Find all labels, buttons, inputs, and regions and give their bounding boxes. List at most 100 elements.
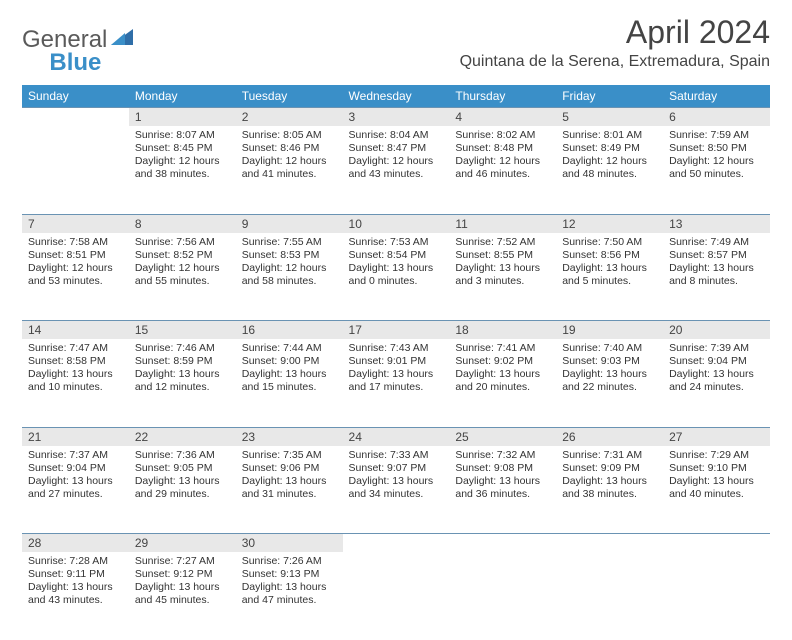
day-number-cell: 15 bbox=[129, 321, 236, 340]
day-content-cell: Sunrise: 7:43 AMSunset: 9:01 PMDaylight:… bbox=[343, 339, 450, 427]
sunset-text: Sunset: 8:53 PM bbox=[242, 249, 337, 262]
daylight-text-2: and 29 minutes. bbox=[135, 488, 230, 501]
day-number-cell: 27 bbox=[663, 427, 770, 446]
sunrise-text: Sunrise: 8:02 AM bbox=[455, 129, 550, 142]
sunrise-text: Sunrise: 7:50 AM bbox=[562, 236, 657, 249]
sunset-text: Sunset: 8:52 PM bbox=[135, 249, 230, 262]
daylight-text-1: Daylight: 13 hours bbox=[349, 368, 444, 381]
day-number-cell: 28 bbox=[22, 534, 129, 553]
day-content-cell bbox=[449, 552, 556, 640]
day-number-cell: 17 bbox=[343, 321, 450, 340]
sunset-text: Sunset: 8:50 PM bbox=[669, 142, 764, 155]
sunrise-text: Sunrise: 7:58 AM bbox=[28, 236, 123, 249]
day-content-cell: Sunrise: 7:40 AMSunset: 9:03 PMDaylight:… bbox=[556, 339, 663, 427]
sunrise-text: Sunrise: 7:40 AM bbox=[562, 342, 657, 355]
daylight-text-2: and 22 minutes. bbox=[562, 381, 657, 394]
day-content-row: Sunrise: 8:07 AMSunset: 8:45 PMDaylight:… bbox=[22, 126, 770, 214]
daylight-text-1: Daylight: 13 hours bbox=[242, 475, 337, 488]
sunrise-text: Sunrise: 7:47 AM bbox=[28, 342, 123, 355]
sunset-text: Sunset: 8:57 PM bbox=[669, 249, 764, 262]
sunrise-text: Sunrise: 7:26 AM bbox=[242, 555, 337, 568]
sunrise-text: Sunrise: 7:41 AM bbox=[455, 342, 550, 355]
sunset-text: Sunset: 9:00 PM bbox=[242, 355, 337, 368]
daylight-text-2: and 5 minutes. bbox=[562, 275, 657, 288]
day-content-cell: Sunrise: 7:46 AMSunset: 8:59 PMDaylight:… bbox=[129, 339, 236, 427]
sunrise-text: Sunrise: 7:44 AM bbox=[242, 342, 337, 355]
daylight-text-1: Daylight: 12 hours bbox=[135, 155, 230, 168]
daylight-text-2: and 46 minutes. bbox=[455, 168, 550, 181]
day-content-cell: Sunrise: 7:39 AMSunset: 9:04 PMDaylight:… bbox=[663, 339, 770, 427]
day-number-cell: 3 bbox=[343, 108, 450, 127]
daylight-text-2: and 12 minutes. bbox=[135, 381, 230, 394]
day-number-row: 78910111213 bbox=[22, 214, 770, 233]
day-number-cell bbox=[449, 534, 556, 553]
daylight-text-1: Daylight: 13 hours bbox=[455, 368, 550, 381]
triangle-icon bbox=[111, 26, 133, 54]
sunrise-text: Sunrise: 7:56 AM bbox=[135, 236, 230, 249]
daylight-text-1: Daylight: 12 hours bbox=[562, 155, 657, 168]
daylight-text-2: and 40 minutes. bbox=[669, 488, 764, 501]
daylight-text-2: and 55 minutes. bbox=[135, 275, 230, 288]
daylight-text-1: Daylight: 13 hours bbox=[455, 475, 550, 488]
month-title: April 2024 bbox=[460, 14, 770, 51]
sunrise-text: Sunrise: 7:59 AM bbox=[669, 129, 764, 142]
sunrise-text: Sunrise: 7:43 AM bbox=[349, 342, 444, 355]
day-number-cell: 2 bbox=[236, 108, 343, 127]
day-number-cell: 5 bbox=[556, 108, 663, 127]
day-content-cell: Sunrise: 7:47 AMSunset: 8:58 PMDaylight:… bbox=[22, 339, 129, 427]
sunset-text: Sunset: 9:06 PM bbox=[242, 462, 337, 475]
sunset-text: Sunset: 8:55 PM bbox=[455, 249, 550, 262]
daylight-text-1: Daylight: 13 hours bbox=[562, 475, 657, 488]
day-number-cell: 16 bbox=[236, 321, 343, 340]
day-number-row: 282930 bbox=[22, 534, 770, 553]
day-content-cell: Sunrise: 7:58 AMSunset: 8:51 PMDaylight:… bbox=[22, 233, 129, 321]
sunset-text: Sunset: 9:03 PM bbox=[562, 355, 657, 368]
sunset-text: Sunset: 9:08 PM bbox=[455, 462, 550, 475]
sunrise-text: Sunrise: 7:32 AM bbox=[455, 449, 550, 462]
daylight-text-2: and 38 minutes. bbox=[562, 488, 657, 501]
day-number-cell: 11 bbox=[449, 214, 556, 233]
day-content-cell: Sunrise: 7:55 AMSunset: 8:53 PMDaylight:… bbox=[236, 233, 343, 321]
sunset-text: Sunset: 8:49 PM bbox=[562, 142, 657, 155]
day-content-cell: Sunrise: 7:52 AMSunset: 8:55 PMDaylight:… bbox=[449, 233, 556, 321]
daylight-text-1: Daylight: 13 hours bbox=[562, 368, 657, 381]
day-content-cell: Sunrise: 7:41 AMSunset: 9:02 PMDaylight:… bbox=[449, 339, 556, 427]
logo: General bbox=[22, 14, 137, 54]
day-content-cell: Sunrise: 8:05 AMSunset: 8:46 PMDaylight:… bbox=[236, 126, 343, 214]
day-content-cell: Sunrise: 8:04 AMSunset: 8:47 PMDaylight:… bbox=[343, 126, 450, 214]
calendar-body: 123456Sunrise: 8:07 AMSunset: 8:45 PMDay… bbox=[22, 108, 770, 640]
weekday-header: Wednesday bbox=[343, 85, 450, 108]
daylight-text-1: Daylight: 13 hours bbox=[135, 368, 230, 381]
weekday-header: Tuesday bbox=[236, 85, 343, 108]
sunset-text: Sunset: 8:45 PM bbox=[135, 142, 230, 155]
day-number-cell: 19 bbox=[556, 321, 663, 340]
day-number-row: 14151617181920 bbox=[22, 321, 770, 340]
sunset-text: Sunset: 8:54 PM bbox=[349, 249, 444, 262]
day-number-cell: 14 bbox=[22, 321, 129, 340]
day-number-cell: 6 bbox=[663, 108, 770, 127]
daylight-text-2: and 45 minutes. bbox=[135, 594, 230, 607]
day-number-cell: 26 bbox=[556, 427, 663, 446]
day-content-cell: Sunrise: 7:49 AMSunset: 8:57 PMDaylight:… bbox=[663, 233, 770, 321]
daylight-text-2: and 43 minutes. bbox=[28, 594, 123, 607]
daylight-text-1: Daylight: 13 hours bbox=[349, 475, 444, 488]
sunrise-text: Sunrise: 8:07 AM bbox=[135, 129, 230, 142]
daylight-text-2: and 50 minutes. bbox=[669, 168, 764, 181]
daylight-text-1: Daylight: 13 hours bbox=[242, 368, 337, 381]
daylight-text-2: and 10 minutes. bbox=[28, 381, 123, 394]
day-content-cell: Sunrise: 7:26 AMSunset: 9:13 PMDaylight:… bbox=[236, 552, 343, 640]
sunrise-text: Sunrise: 8:01 AM bbox=[562, 129, 657, 142]
sunset-text: Sunset: 8:47 PM bbox=[349, 142, 444, 155]
day-content-cell: Sunrise: 7:35 AMSunset: 9:06 PMDaylight:… bbox=[236, 446, 343, 534]
daylight-text-1: Daylight: 12 hours bbox=[135, 262, 230, 275]
daylight-text-2: and 43 minutes. bbox=[349, 168, 444, 181]
day-content-cell: Sunrise: 7:37 AMSunset: 9:04 PMDaylight:… bbox=[22, 446, 129, 534]
daylight-text-2: and 47 minutes. bbox=[242, 594, 337, 607]
day-content-cell bbox=[556, 552, 663, 640]
day-number-cell: 20 bbox=[663, 321, 770, 340]
sunset-text: Sunset: 8:59 PM bbox=[135, 355, 230, 368]
sunrise-text: Sunrise: 8:04 AM bbox=[349, 129, 444, 142]
daylight-text-2: and 34 minutes. bbox=[349, 488, 444, 501]
daylight-text-2: and 38 minutes. bbox=[135, 168, 230, 181]
sunset-text: Sunset: 9:02 PM bbox=[455, 355, 550, 368]
